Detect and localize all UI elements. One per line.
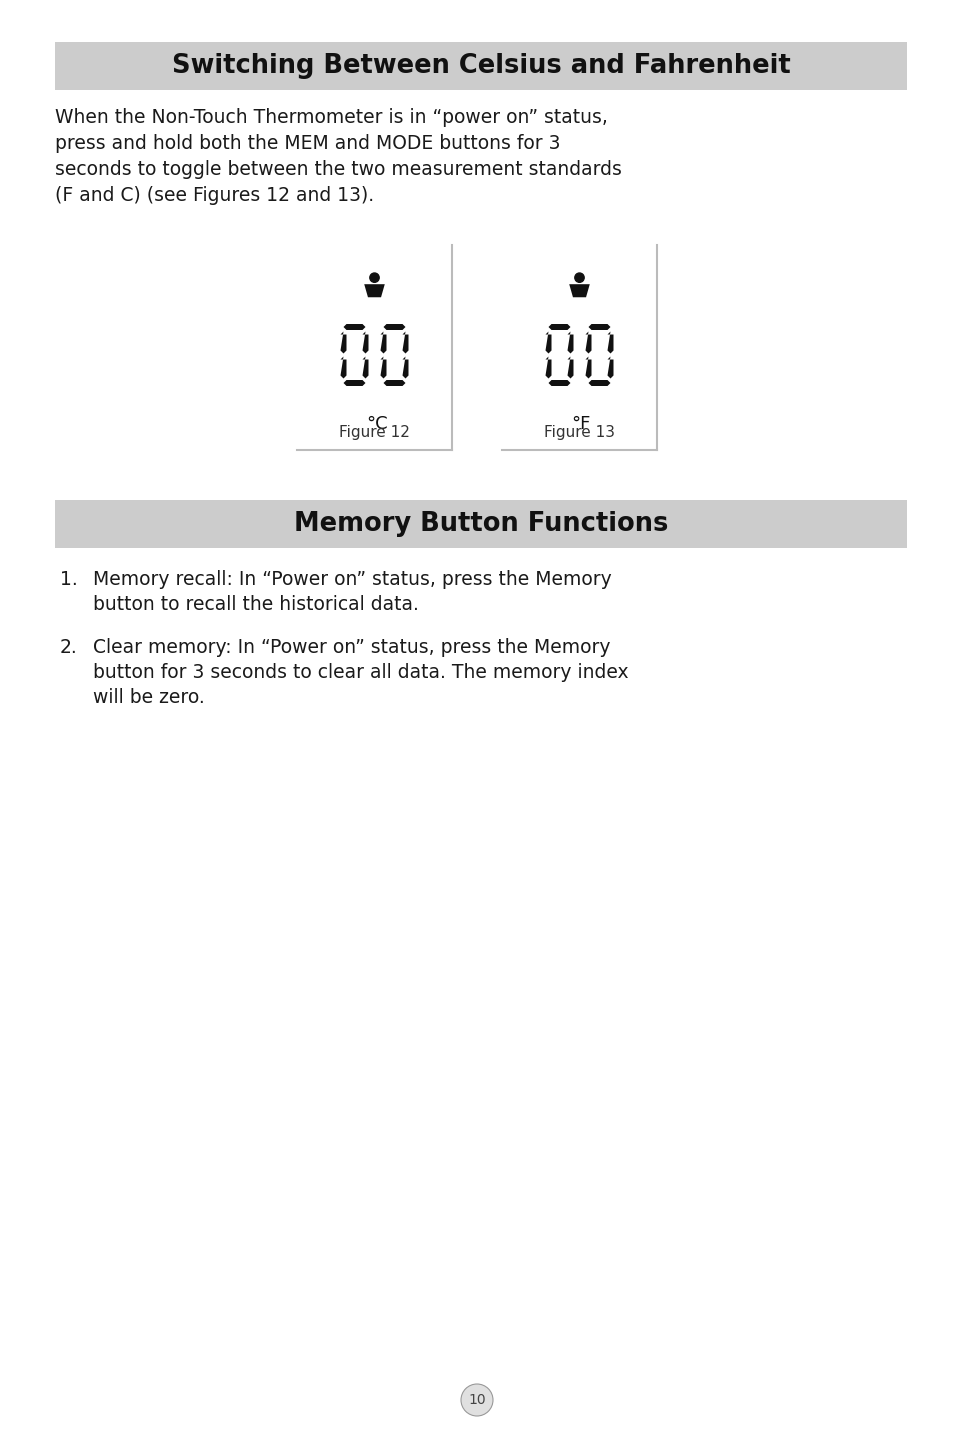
Text: seconds to toggle between the two measurement standards: seconds to toggle between the two measur… [55, 160, 621, 179]
Polygon shape [548, 324, 570, 330]
Polygon shape [588, 380, 610, 385]
Polygon shape [340, 331, 346, 354]
Polygon shape [585, 331, 591, 354]
Polygon shape [340, 357, 346, 378]
Text: °F: °F [571, 416, 590, 433]
Polygon shape [607, 357, 613, 378]
Polygon shape [364, 284, 384, 297]
Text: Memory recall: In “Power on” status, press the Memory: Memory recall: In “Power on” status, pre… [92, 570, 611, 589]
Polygon shape [588, 324, 610, 330]
Polygon shape [402, 331, 408, 354]
Text: When the Non-Touch Thermometer is in “power on” status,: When the Non-Touch Thermometer is in “po… [55, 107, 607, 128]
Polygon shape [607, 331, 613, 354]
Text: 2.: 2. [60, 638, 77, 656]
Text: press and hold both the MEM and MODE buttons for 3: press and hold both the MEM and MODE but… [55, 135, 560, 153]
Polygon shape [380, 357, 386, 378]
Text: (F and C) (see Figures 12 and 13).: (F and C) (see Figures 12 and 13). [55, 186, 374, 205]
Polygon shape [380, 331, 386, 354]
Text: 1.: 1. [60, 570, 77, 589]
Polygon shape [343, 380, 365, 385]
Text: 10: 10 [468, 1393, 485, 1407]
Text: °C: °C [366, 416, 388, 433]
Polygon shape [567, 331, 573, 354]
Circle shape [460, 1384, 493, 1416]
Polygon shape [383, 380, 405, 385]
Circle shape [575, 274, 583, 282]
Polygon shape [383, 324, 405, 330]
Polygon shape [402, 357, 408, 378]
Polygon shape [569, 284, 589, 297]
Text: Memory Button Functions: Memory Button Functions [294, 512, 667, 537]
Polygon shape [362, 331, 368, 354]
Circle shape [370, 274, 378, 282]
Polygon shape [548, 380, 570, 385]
FancyBboxPatch shape [55, 500, 906, 547]
Text: Figure 13: Figure 13 [543, 426, 615, 440]
Polygon shape [545, 357, 551, 378]
Polygon shape [343, 324, 365, 330]
Polygon shape [567, 357, 573, 378]
FancyBboxPatch shape [55, 42, 906, 90]
Text: Figure 12: Figure 12 [338, 426, 410, 440]
Text: Clear memory: In “Power on” status, press the Memory: Clear memory: In “Power on” status, pres… [92, 638, 610, 656]
Polygon shape [585, 357, 591, 378]
Text: Switching Between Celsius and Fahrenheit: Switching Between Celsius and Fahrenheit [172, 53, 789, 79]
Polygon shape [362, 357, 368, 378]
Text: button for 3 seconds to clear all data. The memory index: button for 3 seconds to clear all data. … [92, 663, 628, 682]
Text: button to recall the historical data.: button to recall the historical data. [92, 595, 418, 613]
Polygon shape [545, 331, 551, 354]
Text: will be zero.: will be zero. [92, 688, 205, 706]
